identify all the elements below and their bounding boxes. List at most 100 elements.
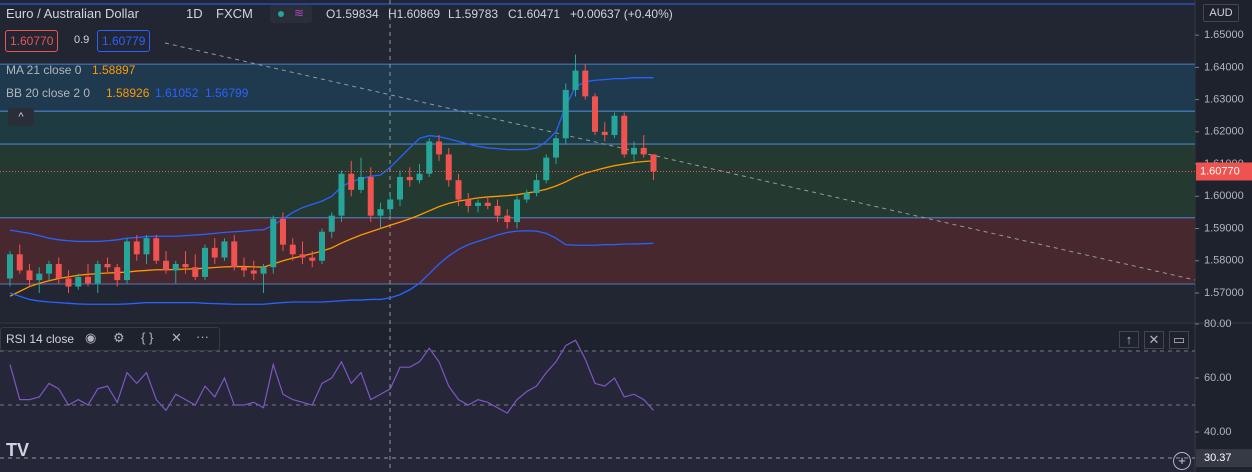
status-icon: ≋ <box>294 6 305 20</box>
status-dot <box>278 11 284 17</box>
crosshair-tag <box>1196 449 1252 468</box>
candle-body <box>523 193 530 200</box>
maximize-button[interactable]: ▭ <box>1169 331 1189 349</box>
candle-body <box>221 241 228 258</box>
add-button[interactable]: + <box>1173 452 1191 470</box>
candle-body <box>582 70 589 97</box>
y-tick-label: 1.64000 <box>1204 61 1244 73</box>
candle-body <box>46 263 52 274</box>
candle-body <box>309 257 316 261</box>
settings-icon[interactable]: ⚙ <box>113 330 125 345</box>
candle-body <box>338 173 345 216</box>
candle-body <box>328 215 335 232</box>
price-zone <box>0 217 1195 284</box>
candle-body <box>250 270 257 274</box>
candle-body <box>16 254 23 271</box>
candle-body <box>455 180 462 200</box>
y-tick-label: 1.57000 <box>1204 287 1244 299</box>
candle-body <box>231 241 238 268</box>
candle-body <box>270 218 277 268</box>
status-badge[interactable]: ≋ <box>270 5 312 23</box>
move-up-button[interactable]: ↑ <box>1119 331 1139 348</box>
y-tick-label: 80.00 <box>1204 318 1232 330</box>
candle-body <box>416 173 423 181</box>
candle-body <box>55 263 62 279</box>
candle-body <box>367 176 374 216</box>
y-tick-label: 1.65000 <box>1204 29 1244 41</box>
candle-body <box>514 199 520 223</box>
candle-body <box>533 180 540 194</box>
candle-body <box>397 176 403 200</box>
candle-body <box>601 131 608 136</box>
candle-body <box>153 238 160 261</box>
candle-body <box>7 254 13 279</box>
candle-body <box>465 199 472 206</box>
eye-icon[interactable]: ◉ <box>85 330 97 345</box>
candle-body <box>36 273 43 281</box>
remove-icon[interactable]: ✕ <box>171 330 182 345</box>
candle-body <box>621 115 628 155</box>
candle-body <box>475 202 481 206</box>
candle-body <box>192 267 199 277</box>
spread: 0.9 <box>74 34 90 46</box>
bb-label[interactable]: BB 20 close 2 0 <box>6 86 91 100</box>
close-pane-button[interactable]: ✕ <box>1144 331 1164 349</box>
candle-body <box>406 176 413 181</box>
candle-body <box>631 147 637 155</box>
crosshair-label: 30.37 <box>1204 452 1232 464</box>
interval[interactable]: 1D <box>186 6 203 21</box>
candle-body <box>65 278 72 287</box>
logo[interactable]: TV <box>6 440 30 460</box>
candle-body <box>241 267 247 271</box>
candle-body <box>426 141 433 174</box>
y-tick-label: 1.63000 <box>1204 94 1244 106</box>
candle-body <box>182 263 189 268</box>
more-icon[interactable]: ··· <box>196 329 209 344</box>
bb-upper: 1.61052 <box>155 86 199 100</box>
candle-body <box>504 215 511 223</box>
currency-button[interactable]: AUD <box>1203 4 1239 22</box>
candle-body <box>172 263 179 271</box>
rsi-title[interactable]: RSI 14 close <box>6 332 75 346</box>
ma-value: 1.58897 <box>92 63 136 77</box>
indicator-line <box>9 77 654 243</box>
candle-body <box>319 231 325 261</box>
collapse-button[interactable]: ^ <box>8 108 34 126</box>
candle-body <box>387 199 394 210</box>
source: FXCM <box>216 6 253 21</box>
candle-body <box>26 270 33 281</box>
candle-body <box>280 218 286 245</box>
candle-body <box>358 176 364 190</box>
last-price-tag <box>1196 162 1252 181</box>
candle-body <box>133 241 140 255</box>
ohlc-close: C1.60471 <box>508 7 561 21</box>
buy-button[interactable]: 1.60779 <box>97 30 151 52</box>
candle-body <box>543 157 550 181</box>
candle-body <box>494 205 501 216</box>
source-icon[interactable]: { } <box>141 330 154 345</box>
ma-label[interactable]: MA 21 close 0 <box>6 63 82 77</box>
candle-body <box>104 263 111 268</box>
candle-body <box>436 141 442 155</box>
y-tick-label: 1.60000 <box>1204 190 1244 202</box>
last-price-label: 1.60770 <box>1200 165 1240 177</box>
y-tick-label: 1.59000 <box>1204 222 1244 234</box>
y-tick-label: 60.00 <box>1204 372 1232 384</box>
candle-body <box>377 209 384 216</box>
symbol[interactable]: Euro / Australian Dollar <box>6 6 139 21</box>
candle-body <box>163 260 169 271</box>
bb-basis: 1.58926 <box>106 86 150 100</box>
candle-body <box>592 96 598 132</box>
trend-line <box>164 42 1196 281</box>
candle-body <box>114 267 121 281</box>
candle-body <box>484 202 491 206</box>
rsi-legend: RSI 14 close ◉ ⚙ { } ✕ ··· <box>0 327 220 351</box>
candle-body <box>202 247 208 277</box>
y-tick-label: 1.62000 <box>1204 126 1244 138</box>
price-zone <box>0 144 1195 218</box>
indicator-line <box>9 230 654 305</box>
y-tick-label: 1.58000 <box>1204 255 1244 267</box>
sell-button[interactable]: 1.60770 <box>5 30 59 52</box>
